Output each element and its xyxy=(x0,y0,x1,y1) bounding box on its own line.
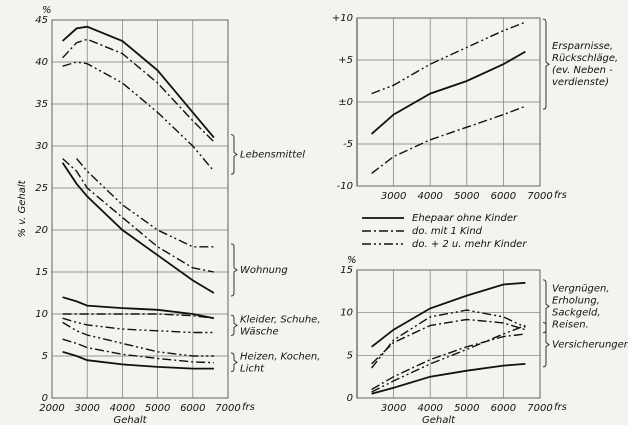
x-tick-label: 3000 xyxy=(74,403,99,414)
y-tick-label: 25 xyxy=(35,183,48,194)
annotation: Wäsche xyxy=(240,326,279,337)
y-tick-label: 35 xyxy=(35,99,48,110)
data-line xyxy=(62,317,214,334)
x-tick-label: 7000 xyxy=(527,403,552,414)
y-tick-label: +10 xyxy=(332,13,353,24)
data-line xyxy=(371,318,526,365)
y-tick-label: ±0 xyxy=(338,97,353,108)
x-axis-label: Gehalt xyxy=(113,415,147,425)
annotation: Kleider, Schuhe, xyxy=(240,314,321,325)
bracket xyxy=(542,322,550,368)
y-tick-label: 0 xyxy=(347,393,353,404)
annotation: Heizen, Kochen, xyxy=(240,351,320,362)
x-tick-label: 3000 xyxy=(381,191,406,202)
annotation: Ersparnisse, xyxy=(552,41,613,52)
x-tick-label: 5000 xyxy=(454,403,479,414)
data-line xyxy=(371,281,526,348)
data-line xyxy=(62,338,214,364)
annotation: verdienste) xyxy=(552,77,609,88)
annotation: Sackgeld, xyxy=(552,307,601,318)
annotation: Vergnügen, xyxy=(552,283,610,294)
y-tick-label: 10 xyxy=(340,308,353,319)
plot-frame xyxy=(51,19,229,399)
data-line xyxy=(371,333,526,391)
y-tick-label: 0 xyxy=(42,393,48,404)
data-line xyxy=(62,313,214,319)
annotation: Versicherungen xyxy=(552,340,628,351)
bracket xyxy=(230,243,238,297)
data-line xyxy=(61,162,215,294)
bracket xyxy=(542,18,550,110)
data-line xyxy=(76,158,214,248)
x-tick-label: 6000 xyxy=(491,403,516,414)
legend-label: Ehepaar ohne Kinder xyxy=(412,213,518,224)
data-line xyxy=(62,38,215,143)
x-tick-label: 6000 xyxy=(180,403,205,414)
bracket xyxy=(542,279,550,334)
data-line xyxy=(371,309,526,369)
y-tick-label: 30 xyxy=(35,141,48,152)
annotation: Reisen. xyxy=(552,319,589,330)
y-tick-label: 5 xyxy=(347,350,353,361)
x-axis-label: Gehalt xyxy=(422,415,456,425)
y-tick-label: +5 xyxy=(338,55,353,66)
y-tick-label: -5 xyxy=(343,139,353,150)
data-line xyxy=(62,350,214,370)
data-line xyxy=(62,321,214,357)
x-tick-label: 6000 xyxy=(491,191,516,202)
y-tick-label: 40 xyxy=(35,57,48,68)
x-unit: frs xyxy=(242,402,255,413)
y-axis-label: % v. Gehalt xyxy=(17,179,28,237)
x-tick-label: 7000 xyxy=(215,403,240,414)
x-tick-label: 4000 xyxy=(417,403,442,414)
data-line xyxy=(62,61,215,172)
y-tick-label: 15 xyxy=(35,267,48,278)
legend-label: do. mit 1 Kind xyxy=(412,226,483,237)
data-line xyxy=(371,324,526,393)
x-unit: frs xyxy=(554,402,567,413)
x-unit: frs xyxy=(554,190,567,201)
plot-frame xyxy=(356,269,541,399)
annotation: Erholung, xyxy=(552,295,600,306)
x-tick-label: 5000 xyxy=(454,191,479,202)
y-unit: % xyxy=(42,5,52,16)
y-unit: % xyxy=(347,255,357,266)
data-line xyxy=(371,105,526,174)
y-tick-label: -10 xyxy=(337,181,353,192)
data-line xyxy=(371,21,526,95)
data-line xyxy=(61,25,215,139)
annotation: Licht xyxy=(240,363,265,374)
x-tick-label: 3000 xyxy=(381,403,406,414)
data-line xyxy=(62,296,215,320)
data-line xyxy=(371,50,526,135)
bracket xyxy=(230,134,238,175)
legend-label: do. + 2 u. mehr Kinder xyxy=(412,239,527,250)
y-tick-label: 20 xyxy=(35,225,48,236)
bracket xyxy=(230,352,238,373)
x-tick-label: 4000 xyxy=(417,191,442,202)
annotation: (ev. Neben - xyxy=(552,65,613,76)
x-tick-label: 7000 xyxy=(527,191,552,202)
annotation: Lebensmittel xyxy=(240,149,305,160)
annotation: Wohnung xyxy=(240,265,288,276)
y-tick-label: 45 xyxy=(35,15,48,26)
y-tick-label: 5 xyxy=(42,351,48,362)
data-line xyxy=(371,363,526,395)
x-tick-label: 4000 xyxy=(110,403,135,414)
x-tick-label: 2000 xyxy=(39,403,64,414)
bracket xyxy=(230,314,238,336)
y-tick-label: 15 xyxy=(340,265,353,276)
x-tick-label: 5000 xyxy=(145,403,170,414)
annotation: Rückschläge, xyxy=(552,53,618,64)
data-line xyxy=(62,158,215,273)
y-tick-label: 10 xyxy=(35,309,48,320)
